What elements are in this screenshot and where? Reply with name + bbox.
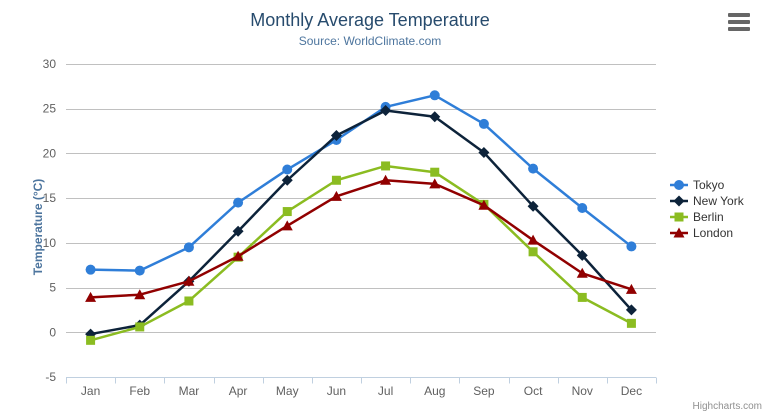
series-line[interactable] — [90, 164, 632, 342]
data-point[interactable] — [625, 283, 637, 294]
series-berlin[interactable] — [86, 161, 636, 345]
square-marker-icon — [670, 212, 688, 222]
data-point[interactable] — [134, 265, 145, 276]
legend-item-london[interactable]: London — [670, 225, 744, 241]
data-point[interactable] — [429, 90, 440, 101]
data-point[interactable] — [528, 247, 538, 257]
data-point[interactable] — [232, 250, 244, 261]
data-point[interactable] — [86, 335, 96, 345]
data-point[interactable] — [134, 289, 146, 300]
y-axis-tick-label: -5 — [45, 370, 56, 384]
data-point[interactable] — [281, 220, 293, 231]
x-axis-tick-label: Apr — [229, 384, 248, 398]
data-point[interactable] — [674, 180, 684, 190]
data-point[interactable] — [478, 199, 490, 210]
data-point[interactable] — [380, 174, 392, 185]
y-axis-tick-label: 10 — [43, 236, 57, 250]
data-point[interactable] — [576, 249, 588, 261]
x-axis-tick-label: Mar — [179, 384, 200, 398]
legend-item-new-york[interactable]: New York — [670, 193, 744, 209]
x-axis-tick-label: Jun — [327, 384, 346, 398]
data-point[interactable] — [625, 304, 637, 316]
data-point[interactable] — [330, 130, 342, 142]
data-point[interactable] — [282, 164, 293, 175]
x-axis-tick-label: Nov — [572, 384, 593, 398]
x-axis-tick-label: Sep — [473, 384, 495, 398]
data-point[interactable] — [478, 118, 489, 129]
data-point[interactable] — [430, 167, 440, 177]
x-axis-tick-label: Jan — [81, 384, 100, 398]
data-point[interactable] — [184, 296, 194, 306]
hamburger-icon — [728, 27, 750, 31]
data-point[interactable] — [281, 174, 293, 186]
y-axis-tick-label: 0 — [49, 325, 56, 339]
x-axis-tick-label: Oct — [524, 384, 543, 398]
x-axis-tick-label: Feb — [129, 384, 150, 398]
legend-label: London — [693, 226, 734, 240]
legend-label: New York — [693, 194, 744, 208]
legend: Tokyo New York Berlin London — [670, 177, 744, 241]
data-point[interactable] — [183, 275, 195, 286]
data-point[interactable] — [626, 318, 636, 328]
data-point[interactable] — [429, 178, 441, 189]
circle-marker-icon — [670, 180, 688, 190]
data-point[interactable] — [478, 147, 490, 159]
legend-item-tokyo[interactable]: Tokyo — [670, 177, 744, 193]
data-point[interactable] — [233, 197, 244, 208]
y-axis-tick-label: 20 — [43, 146, 57, 160]
series-line[interactable] — [90, 94, 633, 272]
y-axis-tick-label: 30 — [43, 57, 57, 71]
data-point[interactable] — [576, 267, 588, 278]
triangle-marker-icon — [670, 227, 688, 238]
data-point[interactable] — [674, 212, 684, 222]
diamond-marker-icon — [670, 195, 688, 207]
data-point[interactable] — [673, 227, 685, 238]
data-point[interactable] — [232, 225, 244, 237]
chart-title: Monthly Average Temperature — [250, 10, 490, 30]
data-point[interactable] — [183, 242, 194, 253]
data-point[interactable] — [282, 207, 292, 217]
data-point[interactable] — [527, 234, 539, 245]
data-point[interactable] — [429, 111, 441, 123]
series-line[interactable] — [90, 109, 633, 336]
data-point[interactable] — [135, 322, 145, 332]
data-point[interactable] — [380, 105, 392, 117]
legend-label: Berlin — [693, 210, 724, 224]
series-new-york[interactable] — [85, 105, 637, 340]
x-axis-tick-label: Aug — [424, 384, 445, 398]
data-point[interactable] — [330, 190, 342, 201]
data-point[interactable] — [331, 175, 341, 185]
data-point[interactable] — [85, 264, 96, 275]
x-axis-tick-label: Dec — [621, 384, 642, 398]
data-point[interactable] — [673, 195, 685, 207]
data-point[interactable] — [528, 163, 539, 174]
data-point[interactable] — [626, 241, 637, 252]
data-point[interactable] — [527, 200, 539, 212]
y-axis-title: Temperature (°C) — [31, 178, 45, 276]
y-axis-tick-label: 5 — [49, 281, 56, 295]
data-point[interactable] — [577, 202, 588, 213]
series-tokyo[interactable] — [85, 90, 637, 276]
data-point[interactable] — [381, 161, 391, 171]
chart-subtitle: Source: WorldClimate.com — [298, 34, 442, 48]
x-axis-tick-label: Jul — [378, 384, 393, 398]
hamburger-icon — [728, 13, 750, 17]
y-axis-tick-label: 15 — [43, 191, 57, 205]
series-line[interactable] — [90, 179, 632, 299]
context-menu-button[interactable] — [728, 13, 750, 31]
data-point[interactable] — [85, 291, 97, 302]
series-london[interactable] — [85, 174, 637, 302]
legend-label: Tokyo — [693, 178, 725, 192]
hamburger-icon — [728, 20, 750, 24]
x-axis-tick-label: May — [276, 384, 299, 398]
highcharts-credit[interactable]: Highcharts.com — [692, 401, 762, 412]
legend-item-berlin[interactable]: Berlin — [670, 209, 744, 225]
data-point[interactable] — [577, 292, 587, 302]
y-axis-tick-label: 25 — [43, 102, 57, 116]
